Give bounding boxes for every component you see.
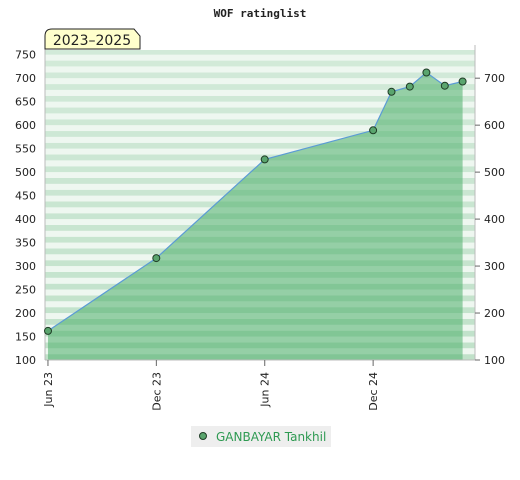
data-point	[44, 326, 52, 335]
grid-band	[45, 119, 475, 126]
grid-band	[45, 66, 475, 73]
grid-band	[45, 142, 475, 149]
grid-band	[45, 50, 475, 55]
data-point	[440, 81, 449, 90]
legend[interactable]: GANBAYAR Tankhil	[191, 426, 331, 447]
grid-band	[45, 84, 475, 90]
x-tick-label: Jun 23	[42, 372, 55, 408]
y-tick-label: 250	[15, 284, 36, 297]
data-point	[152, 254, 161, 263]
x-axis: Jun 23 Dec 23 Jun 24 Dec 24	[42, 359, 475, 411]
grid-band	[45, 72, 475, 79]
right-y-tick-label: 200	[484, 307, 505, 320]
grid-band	[45, 125, 475, 132]
x-tick-label: Dec 24	[367, 372, 380, 411]
y-tick-label: 750	[15, 49, 36, 62]
right-y-tick-label: 600	[484, 119, 505, 132]
grid-band	[45, 78, 475, 85]
right-y-axis: 100 200 300 400 500 600 700	[474, 45, 505, 367]
right-y-tick-label: 100	[484, 354, 505, 367]
y-tick-label: 500	[15, 166, 36, 179]
x-tick-label: Dec 23	[150, 372, 163, 411]
x-tick-label: Jun 24	[259, 372, 272, 408]
y-tick-label: 200	[15, 307, 36, 320]
grid-band	[45, 89, 475, 96]
grid-band	[45, 136, 475, 143]
chart-title: WOF ratinglist	[214, 7, 307, 20]
left-y-axis: 100 150 200 250 300 350 400 450 500 550 600 650 700 7…	[15, 45, 46, 367]
right-y-tick-label: 300	[484, 260, 505, 273]
grid-band	[45, 107, 475, 114]
y-tick-label: 700	[15, 72, 36, 85]
series-area	[47, 72, 463, 360]
grid-band	[45, 101, 475, 108]
data-point	[260, 155, 269, 164]
period-badge-background	[44, 28, 141, 50]
right-y-tick-label: 400	[484, 213, 505, 226]
y-tick-label: 550	[15, 143, 36, 156]
data-point	[387, 87, 396, 96]
grid-band	[45, 95, 475, 102]
data-point	[422, 68, 431, 77]
legend-background	[191, 426, 331, 447]
y-tick-label: 300	[15, 260, 36, 273]
grid-band	[45, 113, 475, 120]
grid-band	[45, 54, 475, 61]
y-tick-label: 100	[15, 354, 36, 367]
period-badge: 2023–2025	[44, 28, 141, 50]
right-y-tick-label: 500	[484, 166, 505, 179]
data-point	[405, 82, 414, 91]
right-y-tick-label: 700	[484, 72, 505, 85]
legend-marker	[199, 432, 207, 440]
legend-label: GANBAYAR Tankhil	[216, 430, 326, 444]
data-markers	[44, 68, 467, 335]
grid-band	[45, 60, 475, 67]
data-point	[458, 77, 467, 86]
y-tick-label: 350	[15, 237, 36, 250]
y-tick-label: 450	[15, 190, 36, 203]
grid-band	[45, 154, 475, 161]
grid-band	[45, 148, 475, 155]
period-badge-label: 2023–2025	[53, 33, 131, 49]
data-point	[369, 126, 378, 135]
grid-band	[45, 131, 475, 137]
y-tick-label: 150	[15, 331, 36, 344]
y-tick-label: 400	[15, 213, 36, 226]
y-tick-label: 600	[15, 119, 36, 132]
y-tick-label: 650	[15, 96, 36, 109]
